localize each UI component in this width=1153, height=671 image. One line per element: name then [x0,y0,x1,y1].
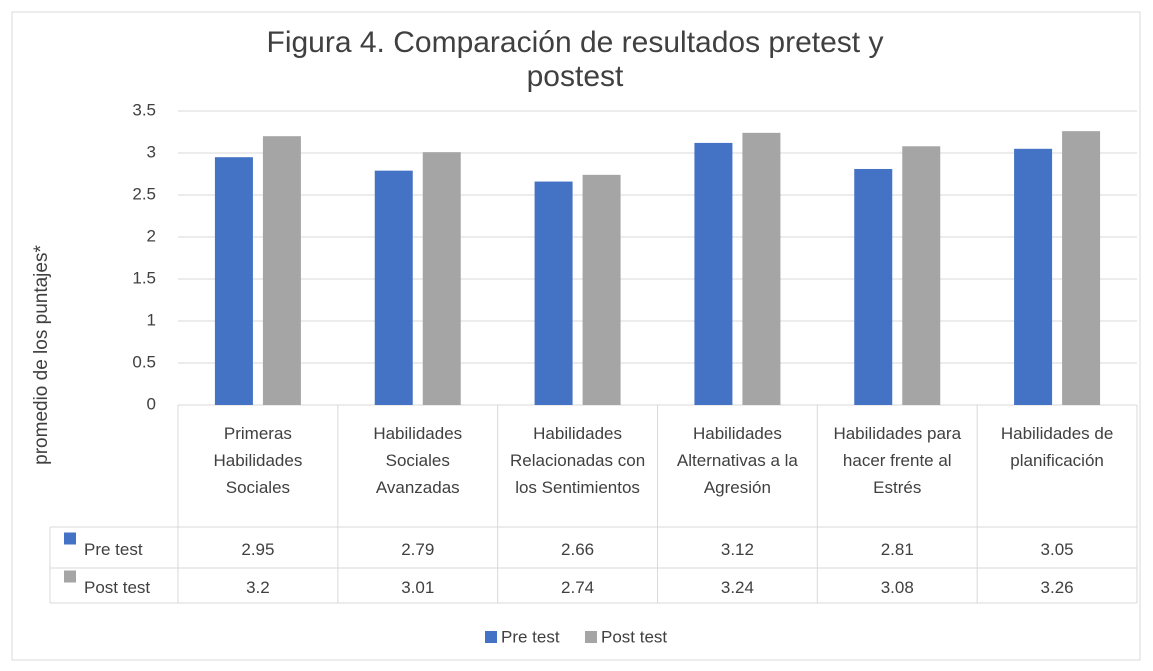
table-legend-key [64,570,76,583]
table-value: 2.79 [401,540,434,559]
chart-border [11,11,1141,661]
bar [422,152,461,405]
y-tick-label: 1 [147,310,156,329]
bar [1014,148,1053,406]
bar [374,170,413,405]
x-tick-label: Habilidades Relacionadas con los Sentimi… [510,424,646,497]
table-value: 3.12 [721,540,754,559]
bar [214,157,253,405]
legend-key [485,631,497,643]
bar [742,132,781,405]
table-value: 3.2 [246,578,270,597]
bar [694,142,733,406]
x-tick-label: Habilidades Sociales Avanzadas [373,424,463,497]
y-tick-label: 2 [147,226,156,245]
table-value: 3.08 [881,578,914,597]
y-tick-label: 3.5 [132,100,156,119]
y-tick-label: 0 [147,394,156,413]
bar [854,168,893,405]
table-value: 3.26 [1041,578,1074,597]
table-value: 3.24 [721,578,754,597]
bar [534,181,573,405]
bar [1062,131,1101,405]
x-tick-label: Primeras Habilidades Sociales [213,424,303,497]
table-row-label: Pre test [84,540,143,559]
bar [582,174,621,405]
table-value: 2.74 [561,578,594,597]
legend-label: Post test [601,627,667,646]
legend-key [585,631,597,643]
table-value: 2.95 [241,540,274,559]
y-tick-label: 2.5 [132,184,156,203]
chart-title: Figura 4. Comparación de resultados pret… [267,26,884,93]
x-tick-label: Habilidades de planificación [1000,424,1114,470]
y-tick-label: 3 [147,142,156,161]
y-tick-label: 0.5 [132,352,156,371]
y-tick-label: 1.5 [132,268,156,287]
legend-label: Pre test [501,627,560,646]
table-value: 2.66 [561,540,594,559]
bar [262,136,301,405]
table-value: 3.01 [401,578,434,597]
table-value: 3.05 [1041,540,1074,559]
table-row-label: Post test [84,578,150,597]
y-axis-label: promedio de los puntajes* [31,245,52,465]
bar [902,146,941,405]
table-value: 2.81 [881,540,914,559]
table-legend-key [64,532,76,545]
x-tick-label: Habilidades Alternativas a la Agresión [676,424,798,497]
x-tick-label: Habilidades para hacer frente al Estrés [833,424,962,497]
